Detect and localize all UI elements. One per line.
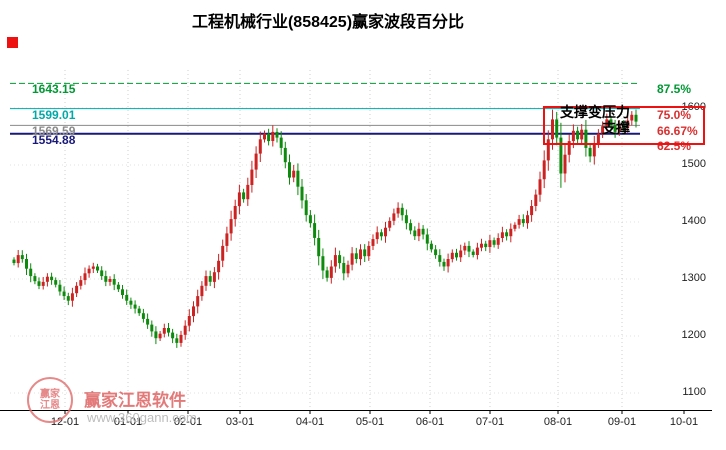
annotation-line1: 支撑变压力 bbox=[560, 104, 630, 120]
y-axis-label: 1500 bbox=[681, 158, 706, 170]
x-axis-label: 03-01 bbox=[225, 416, 255, 428]
x-axis-label: 07-01 bbox=[475, 416, 505, 428]
x-axis-label: 08-01 bbox=[543, 416, 573, 428]
percent-label: 66.67% bbox=[657, 124, 698, 139]
x-axis-label: 02-01 bbox=[173, 416, 203, 428]
y-axis-label: 1100 bbox=[682, 386, 706, 398]
price-level-label: 1643.15 bbox=[32, 82, 76, 97]
watermark-logo-text: 赢家 江恩 bbox=[40, 389, 60, 411]
x-axis-label: 10-01 bbox=[669, 416, 699, 428]
price-level-label: 1569.59 bbox=[32, 124, 76, 139]
percent-label: 62.5% bbox=[657, 138, 692, 153]
chart-title: 工程机械行业(858425)赢家波段百分比 bbox=[191, 14, 465, 31]
annotation: 支撑变压力 支撑 bbox=[560, 104, 630, 136]
price-level-label: 1554.88 bbox=[32, 132, 76, 147]
x-axis-label: 05-01 bbox=[355, 416, 385, 428]
watermark-brand: 赢家江恩软件 bbox=[84, 391, 186, 410]
x-axis-label: 06-01 bbox=[415, 416, 445, 428]
x-axis-label: 01-01 bbox=[113, 416, 143, 428]
percent-label: 87.5% bbox=[657, 82, 692, 97]
watermark-url: www.360gann.com bbox=[87, 410, 197, 425]
percent-label: 75.0% bbox=[657, 107, 692, 122]
x-axis-label: 09-01 bbox=[607, 416, 637, 428]
corner-marker bbox=[7, 37, 18, 48]
y-axis-label: 1200 bbox=[681, 329, 706, 341]
y-axis-label: 1400 bbox=[681, 215, 706, 227]
highlight-box bbox=[543, 106, 705, 145]
y-axis-label: 1300 bbox=[681, 272, 706, 284]
annotation-line2: 支撑 bbox=[602, 120, 630, 136]
x-axis-label: 04-01 bbox=[295, 416, 325, 428]
price-level-label: 1599.01 bbox=[32, 107, 76, 122]
watermark-logo: 赢家 江恩 bbox=[27, 377, 73, 423]
